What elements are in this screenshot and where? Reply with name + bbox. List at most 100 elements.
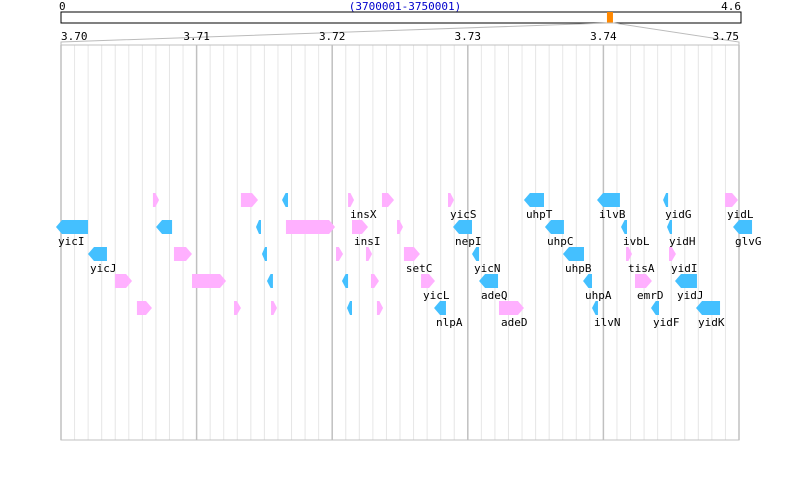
reverse-gene-arrow[interactable] [592,301,598,315]
forward-gene-arrow[interactable] [152,193,160,207]
forward-gene-arrow[interactable] [669,247,676,261]
forward-gene-arrow[interactable] [634,274,652,288]
gene-yidG[interactable]: yidG [663,193,692,221]
gene-label[interactable]: insI [354,235,381,248]
gene-label[interactable]: yidF [653,316,680,329]
gene-label[interactable]: yidJ [677,289,704,302]
gene[interactable] [271,301,278,315]
gene-insX[interactable]: insX [348,193,377,221]
gene[interactable] [370,274,379,288]
forward-gene-arrow[interactable] [498,301,524,315]
gene-glvG[interactable]: glvG [733,220,762,248]
forward-gene-arrow[interactable] [351,220,368,234]
gene-yicJ[interactable]: yicJ [87,247,117,275]
forward-gene-arrow[interactable] [285,220,336,234]
reverse-gene-arrow[interactable] [266,274,273,288]
reverse-gene-arrow[interactable] [650,301,659,315]
gene-label[interactable]: yidH [669,235,696,248]
gene[interactable] [365,247,373,261]
reverse-gene-arrow[interactable] [597,193,620,207]
gene-yicL[interactable]: yicL [421,274,450,302]
gene-label[interactable]: ivbL [623,235,650,248]
gene-label[interactable]: yicJ [90,262,117,275]
reverse-gene-arrow[interactable] [341,274,349,288]
gene-adeQ[interactable]: adeQ [479,274,508,302]
overview-bar[interactable] [60,11,742,24]
gene-label[interactable]: nlpA [436,316,463,329]
reverse-gene-arrow[interactable] [621,220,627,234]
forward-gene-arrow[interactable] [370,274,379,288]
forward-gene-arrow[interactable] [365,247,373,261]
gene-label[interactable]: insX [350,208,377,221]
gene-setC[interactable]: setC [403,247,433,275]
gene-label[interactable]: uhpT [526,208,553,221]
gene[interactable] [261,247,267,261]
reverse-gene-arrow[interactable] [87,247,107,261]
gene-label[interactable]: adeQ [481,289,508,302]
gene-label[interactable]: ilvB [599,208,626,221]
reverse-gene-arrow[interactable] [156,220,173,234]
gene-label[interactable]: yidL [727,208,754,221]
gene-yicI[interactable]: yicI [55,220,88,248]
gene-uhpA[interactable]: uhpA [583,274,612,302]
gene-label[interactable]: uhpC [547,235,574,248]
gene-ilvN[interactable]: ilvN [592,301,621,329]
reverse-gene-arrow[interactable] [282,193,288,207]
gene[interactable] [346,301,352,315]
gene[interactable] [240,193,259,207]
forward-gene-arrow[interactable] [397,220,403,234]
reverse-gene-arrow[interactable] [696,301,721,315]
gene-uhpB[interactable]: uhpB [562,247,592,275]
gene-nepI[interactable]: nepI [453,220,482,248]
gene[interactable] [397,220,403,234]
overview-range-label[interactable]: (3700001-3750001) [349,0,462,13]
gene-emrD[interactable]: emrD [634,274,664,302]
reverse-gene-arrow[interactable] [666,220,673,234]
gene-label[interactable]: yicI [58,235,85,248]
gene-yidI[interactable]: yidI [669,247,698,275]
gene[interactable] [114,274,133,288]
gene[interactable] [255,220,262,234]
forward-gene-arrow[interactable] [271,301,278,315]
forward-gene-arrow[interactable] [114,274,133,288]
reverse-gene-arrow[interactable] [544,220,564,234]
forward-gene-arrow[interactable] [381,193,395,207]
reverse-gene-arrow[interactable] [346,301,352,315]
gene-label[interactable]: yidK [698,316,725,329]
forward-gene-arrow[interactable] [403,247,420,261]
gene[interactable] [173,247,192,261]
gene[interactable] [381,193,395,207]
gene-label[interactable]: yidI [671,262,698,275]
forward-gene-arrow[interactable] [448,193,454,207]
gene-label[interactable]: glvG [735,235,762,248]
forward-gene-arrow[interactable] [173,247,192,261]
gene[interactable] [341,274,349,288]
gene-yidK[interactable]: yidK [696,301,725,329]
forward-gene-arrow[interactable] [234,301,241,315]
reverse-gene-arrow[interactable] [674,274,697,288]
reverse-gene-arrow[interactable] [562,247,585,261]
forward-gene-arrow[interactable] [725,193,739,207]
gene-label[interactable]: setC [406,262,433,275]
forward-gene-arrow[interactable] [421,274,435,288]
gene[interactable] [282,193,288,207]
gene-label[interactable]: uhpB [565,262,592,275]
gene[interactable] [156,220,173,234]
gene-yidJ[interactable]: yidJ [674,274,704,302]
gene-yidF[interactable]: yidF [650,301,680,329]
gene-yidH[interactable]: yidH [666,220,696,248]
gene[interactable] [376,301,384,315]
forward-gene-arrow[interactable] [191,274,227,288]
reverse-gene-arrow[interactable] [663,193,669,207]
gene-label[interactable]: yicN [474,262,501,275]
gene[interactable] [234,301,241,315]
gene[interactable] [285,220,336,234]
reverse-gene-arrow[interactable] [583,274,593,288]
gene[interactable] [136,301,152,315]
reverse-gene-arrow[interactable] [55,220,88,234]
gene-yicN[interactable]: yicN [472,247,501,275]
reverse-gene-arrow[interactable] [261,247,267,261]
gene-insI[interactable]: insI [351,220,381,248]
gene-label[interactable]: emrD [637,289,664,302]
gene-yidL[interactable]: yidL [725,193,754,221]
